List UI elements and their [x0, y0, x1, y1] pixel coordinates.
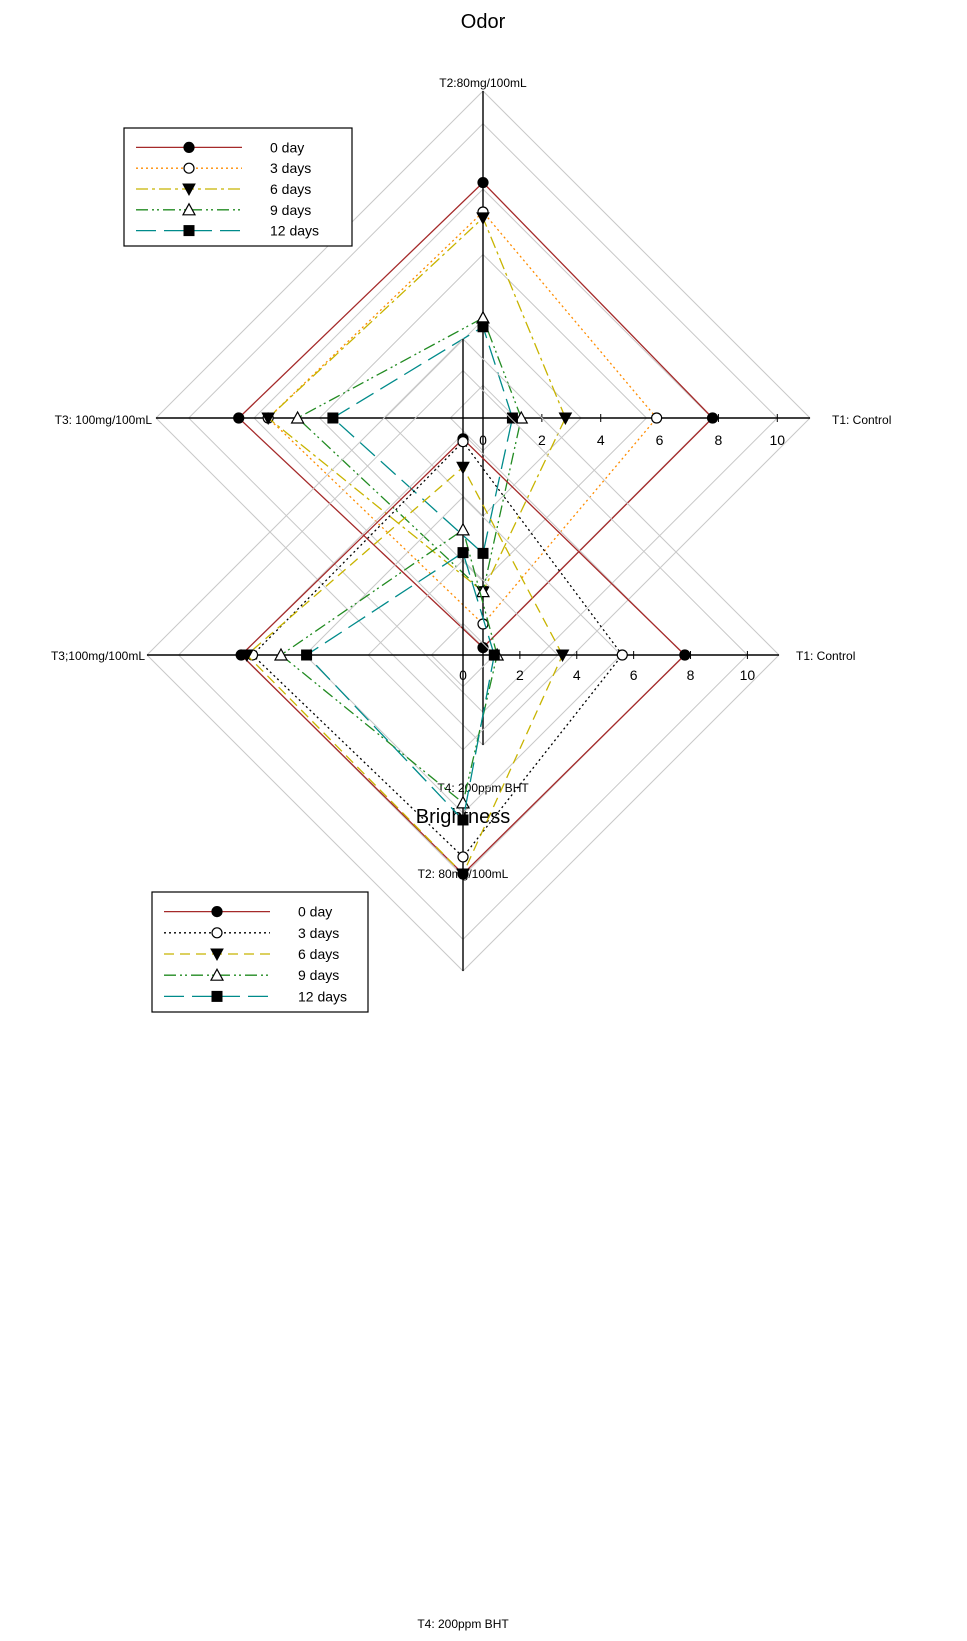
- legend-label-3: 9 days: [298, 967, 339, 983]
- legend: 0 day 3 days 6 days 9 days 12 days: [123, 127, 353, 247]
- axis-label-t3: T3;100mg/100mL: [51, 649, 145, 663]
- data-point-0-t1: [706, 412, 719, 424]
- tick-label: 10: [770, 432, 786, 448]
- data-point-2-t3: [240, 649, 254, 663]
- legend-marker-4: [183, 225, 195, 237]
- legend-label-0: 0 day: [270, 139, 304, 155]
- legend: 0 day 3 days 6 days 9 days 12 days: [151, 891, 369, 1013]
- series-line-4: [305, 551, 495, 822]
- legend-marker-0: [183, 141, 195, 153]
- data-point-2-t4: [456, 868, 470, 882]
- data-point-4-t3: [327, 412, 339, 424]
- axis-label-t4: T4: 200ppm BHT: [437, 781, 529, 795]
- legend-label-2: 6 days: [270, 181, 311, 197]
- series-line-2: [267, 216, 567, 593]
- legend-label-4: 12 days: [270, 223, 319, 239]
- data-point-0-t4: [477, 641, 489, 654]
- tick-label: 6: [656, 432, 664, 448]
- legend-marker-0: [211, 905, 223, 918]
- data-point-4-t1: [506, 412, 518, 424]
- legend-label-3: 9 days: [270, 202, 311, 218]
- legend-marker-3: [181, 202, 197, 216]
- tick-label: 6: [630, 667, 638, 683]
- tick-label: 0: [479, 432, 487, 448]
- data-point-4-t1: [488, 649, 500, 661]
- legend-marker-2: [210, 948, 224, 962]
- tick-label: 2: [516, 667, 524, 683]
- legend-marker-1: [183, 162, 195, 174]
- tick-label: 10: [740, 667, 756, 683]
- axis-label-t1: T1: Control: [796, 649, 855, 663]
- data-point-2-t3: [261, 412, 276, 426]
- data-point-3-t3: [290, 410, 305, 424]
- legend-label-2: 6 days: [298, 946, 339, 962]
- tick-label: 2: [538, 432, 546, 448]
- data-point-1-t2: [457, 436, 469, 448]
- legend-label-1: 3 days: [298, 925, 339, 941]
- data-point-3-t2: [455, 522, 471, 536]
- tick-label: 4: [573, 667, 581, 683]
- legend-marker-2: [182, 183, 196, 197]
- tick-label: 8: [687, 667, 695, 683]
- legend-label-0: 0 day: [298, 904, 332, 920]
- series-line-3: [279, 528, 498, 805]
- tick-label: 0: [459, 667, 467, 683]
- legend-label-4: 12 days: [298, 988, 347, 1004]
- data-point-4-t4: [477, 547, 489, 559]
- data-point-4-t3: [301, 649, 313, 661]
- tick-label: 4: [597, 432, 605, 448]
- axis-label-t3: T3: 100mg/100mL: [55, 413, 153, 427]
- radar-chart-0: Odor 0 2 4 6 8 10 T1: Control T2:80mg/100mL T3: 1…: [55, 11, 892, 795]
- data-point-2-t1: [555, 649, 570, 663]
- data-point-4-t2: [477, 321, 489, 333]
- data-point-4-t2: [457, 547, 469, 559]
- axis-label-t4: T4: 200ppm BHT: [417, 1617, 509, 1631]
- series-line-3: [296, 317, 522, 593]
- data-point-1-t1: [616, 649, 628, 661]
- data-point-2-t1: [558, 412, 573, 426]
- data-point-0-t3: [233, 412, 245, 424]
- axis-label-t1: T1: Control: [832, 413, 891, 427]
- data-point-1-t1: [651, 412, 663, 424]
- series-line-0: [237, 181, 714, 649]
- data-point-2-t2: [476, 212, 490, 225]
- axis-label-t2: T2:80mg/100mL: [439, 76, 527, 90]
- legend-label-1: 3 days: [270, 160, 311, 176]
- legend-marker-3: [209, 967, 225, 981]
- data-point-4-t4: [457, 814, 469, 826]
- legend-marker-4: [211, 990, 223, 1002]
- data-point-0-t2: [477, 176, 489, 189]
- data-point-2-t2: [456, 461, 470, 475]
- data-point-3-t3: [273, 647, 288, 661]
- data-point-3-t1: [514, 410, 529, 424]
- tick-label: 8: [715, 432, 723, 448]
- chart-title: Odor: [461, 11, 506, 33]
- data-point-0-t1: [679, 649, 691, 661]
- legend-marker-1: [211, 927, 223, 939]
- data-point-1-t4: [457, 851, 469, 863]
